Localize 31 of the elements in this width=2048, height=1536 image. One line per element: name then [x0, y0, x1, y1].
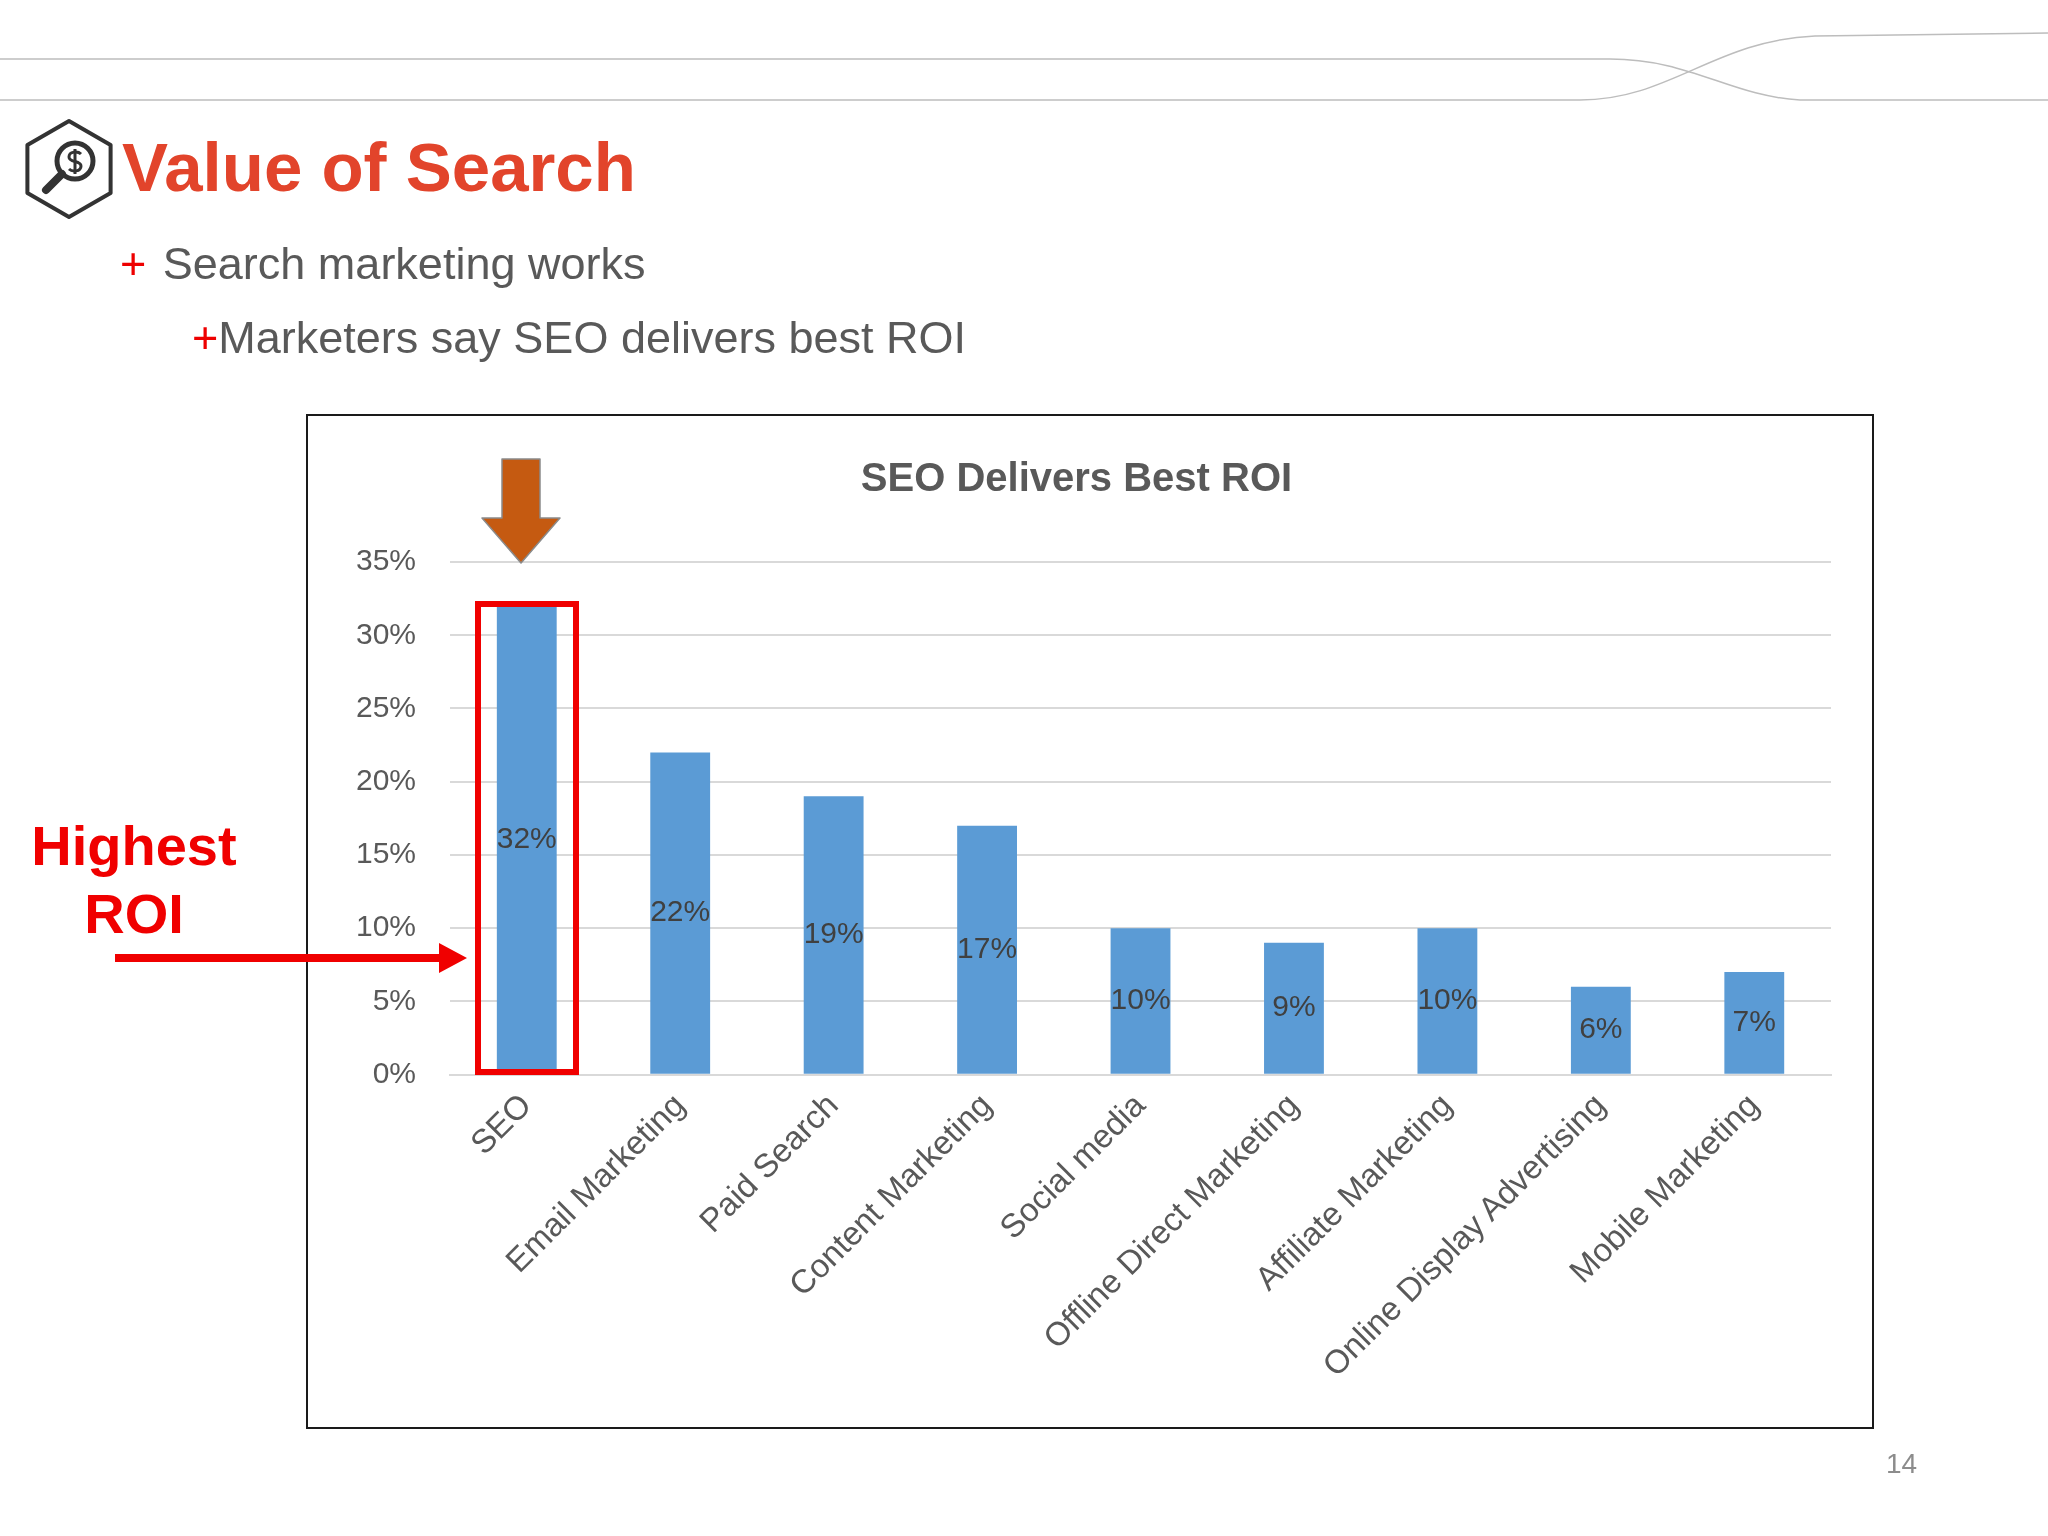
data-label: 7% [1732, 1004, 1776, 1038]
text: +Marketers say SEO delivers best ROI [192, 312, 967, 363]
text: 14 [1886, 1448, 1918, 1480]
bar [1570, 986, 1631, 1074]
data-label: 9% [1272, 989, 1316, 1023]
bar [1110, 928, 1171, 1074]
y-tick-label: 30% [356, 616, 417, 650]
data-label: 17% [957, 930, 1018, 964]
y-tick-label: 15% [356, 836, 417, 870]
y-tick-label: 0% [372, 1055, 417, 1089]
y-tick-label: 25% [356, 689, 417, 723]
bar [1264, 942, 1324, 1074]
bar [1724, 972, 1785, 1074]
chart-title: SEO Delivers Best ROI [860, 455, 1293, 500]
data-label: 32% [496, 821, 557, 855]
bar [803, 796, 864, 1074]
data-label: 19% [803, 916, 864, 950]
bar [957, 825, 1017, 1074]
bar [1417, 928, 1478, 1074]
data-label: 6% [1579, 1011, 1623, 1045]
data-label: 10% [1110, 982, 1171, 1016]
y-tick-label: 20% [356, 762, 417, 796]
data-label: 10% [1417, 982, 1478, 1016]
y-tick-label: 35% [356, 543, 417, 577]
text: Highest ROI [30, 813, 238, 947]
data-label: 22% [650, 894, 711, 928]
y-tick-label: 10% [356, 909, 417, 943]
text: Value of Search [122, 128, 636, 207]
y-tick-label: 5% [372, 982, 417, 1016]
text: + Search marketing works [120, 238, 646, 289]
bar [650, 752, 711, 1074]
